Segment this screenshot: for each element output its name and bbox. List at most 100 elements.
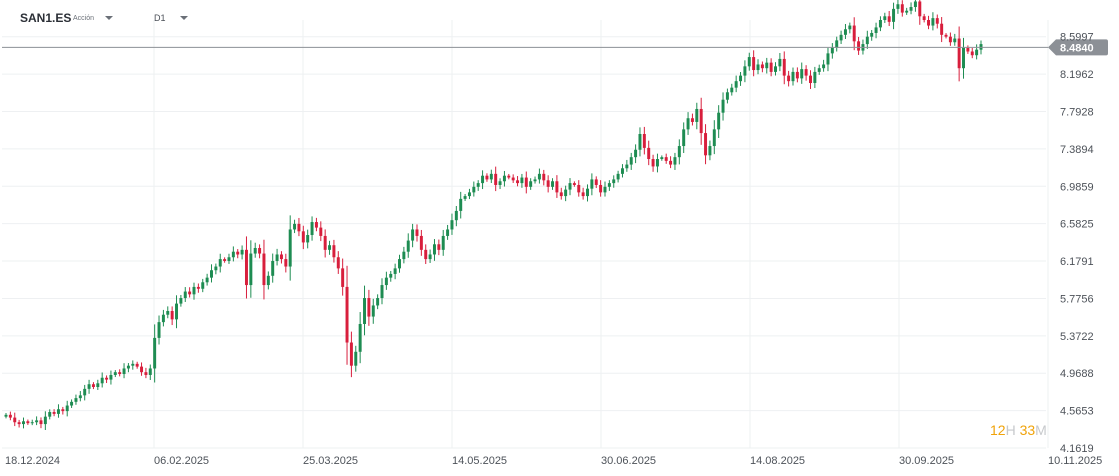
candle-body bbox=[572, 183, 576, 185]
candle-body bbox=[463, 196, 467, 199]
candle bbox=[948, 32, 952, 46]
candle-body bbox=[428, 254, 432, 260]
candle-body bbox=[927, 20, 931, 26]
candle bbox=[887, 11, 891, 27]
candle-body bbox=[148, 368, 152, 375]
candle-body bbox=[502, 175, 506, 182]
candle bbox=[725, 88, 729, 104]
chart-toolbar: SAN1.ES Acción D1 bbox=[0, 0, 300, 34]
candle bbox=[791, 67, 795, 86]
candle-body bbox=[542, 173, 546, 181]
candle-body bbox=[205, 277, 209, 283]
y-tick-label: 7.3894 bbox=[1060, 144, 1094, 156]
candle-body bbox=[712, 129, 716, 147]
candle bbox=[826, 47, 830, 72]
candle bbox=[594, 176, 598, 189]
candle-body bbox=[275, 254, 279, 261]
candle-body bbox=[808, 75, 812, 84]
x-tick-label: 30.09.2025 bbox=[899, 455, 954, 467]
candle bbox=[384, 271, 388, 290]
candle-body bbox=[323, 235, 327, 250]
candle bbox=[183, 287, 187, 302]
candle-body bbox=[857, 41, 861, 51]
candle bbox=[708, 140, 712, 161]
candle bbox=[214, 263, 218, 275]
candle-body bbox=[192, 286, 196, 295]
x-tick-label: 14.08.2025 bbox=[750, 455, 805, 467]
candle-body bbox=[214, 266, 218, 271]
candle-body bbox=[559, 192, 563, 197]
candle bbox=[153, 324, 157, 383]
candle-body bbox=[144, 372, 148, 375]
candle bbox=[157, 315, 161, 345]
candle bbox=[516, 176, 520, 187]
candle bbox=[800, 62, 804, 84]
candle-body bbox=[835, 40, 839, 48]
candle bbox=[485, 173, 489, 182]
candle bbox=[852, 17, 856, 51]
candle-body bbox=[354, 351, 358, 366]
candle-body bbox=[970, 51, 974, 56]
candle bbox=[301, 225, 305, 250]
candle-body bbox=[586, 188, 589, 197]
candle-body bbox=[765, 62, 769, 69]
candle-body bbox=[22, 421, 25, 425]
symbol-dropdown-icon[interactable] bbox=[105, 16, 113, 20]
candle bbox=[511, 174, 515, 183]
y-tick-label: 6.1791 bbox=[1060, 256, 1094, 268]
candle-body bbox=[61, 409, 65, 412]
candle-body bbox=[905, 10, 909, 13]
candle-body bbox=[415, 229, 419, 236]
y-tick-label: 6.5825 bbox=[1060, 219, 1094, 231]
x-tick-label: 30.06.2025 bbox=[601, 455, 656, 467]
candle bbox=[900, 0, 904, 17]
candle-body bbox=[446, 229, 450, 236]
candle bbox=[905, 7, 909, 15]
symbol-label[interactable]: SAN1.ES bbox=[20, 11, 72, 25]
candle bbox=[957, 26, 961, 82]
x-tick-label: 14.05.2025 bbox=[452, 455, 507, 467]
candle bbox=[935, 14, 939, 29]
candle-body bbox=[546, 180, 550, 187]
candle bbox=[467, 188, 471, 200]
timeframe-dropdown-icon[interactable] bbox=[180, 16, 188, 20]
candle bbox=[328, 240, 332, 255]
candle-body bbox=[564, 189, 568, 197]
candle-body bbox=[266, 275, 270, 286]
candle bbox=[74, 394, 78, 405]
x-tick-label: 18.12.2024 bbox=[5, 455, 60, 467]
candle bbox=[730, 83, 734, 96]
candle-body bbox=[734, 81, 738, 88]
candle-body bbox=[183, 291, 187, 299]
candle bbox=[542, 169, 546, 186]
candle-body bbox=[966, 47, 970, 52]
candle-body bbox=[284, 259, 288, 267]
candle bbox=[419, 229, 423, 256]
candle-body bbox=[249, 253, 253, 286]
candle bbox=[349, 331, 353, 378]
candle bbox=[358, 312, 362, 364]
candle bbox=[655, 153, 659, 173]
candle-body bbox=[236, 251, 240, 255]
candle-body bbox=[131, 363, 135, 366]
candle-body bbox=[800, 69, 804, 79]
candle bbox=[109, 370, 113, 385]
candle-body bbox=[782, 58, 786, 76]
candle bbox=[739, 71, 743, 86]
candle-body bbox=[878, 20, 882, 28]
candle bbox=[288, 215, 292, 281]
candle-body bbox=[96, 383, 100, 388]
candle bbox=[603, 181, 607, 197]
candle-body bbox=[848, 25, 852, 30]
candle bbox=[642, 126, 646, 155]
candle bbox=[704, 124, 708, 165]
candle bbox=[170, 306, 174, 326]
candle bbox=[61, 406, 65, 415]
candle bbox=[306, 229, 310, 249]
candle-body bbox=[371, 305, 375, 317]
candle bbox=[463, 194, 467, 201]
timeframe-selector[interactable]: D1 bbox=[154, 13, 166, 23]
candle-body bbox=[747, 57, 751, 67]
candle bbox=[441, 229, 445, 256]
